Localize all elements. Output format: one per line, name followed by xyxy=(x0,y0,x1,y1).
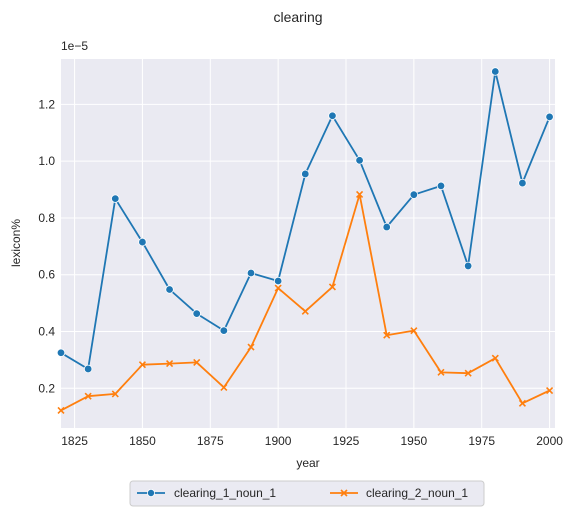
data-point xyxy=(328,111,337,120)
chart-title: clearing xyxy=(273,9,322,25)
x-tick-label: 1900 xyxy=(265,434,292,448)
x-tick-label: 1975 xyxy=(468,434,495,448)
legend-box xyxy=(129,480,485,507)
data-point xyxy=(274,284,282,292)
data-point xyxy=(301,307,309,315)
data-point xyxy=(301,169,310,179)
x-tick-label: 2000 xyxy=(536,434,563,448)
data-point xyxy=(166,360,174,368)
data-point xyxy=(111,390,119,398)
y-tick-label: 0.6 xyxy=(38,268,55,282)
data-point xyxy=(165,285,174,294)
data-point xyxy=(84,392,92,400)
y-tick-label: 0.4 xyxy=(38,324,55,338)
legend-marker-series-2 xyxy=(340,489,348,497)
data-point xyxy=(273,276,283,286)
data-point xyxy=(491,354,499,362)
data-point xyxy=(192,309,201,318)
data-point xyxy=(383,331,391,339)
y-tick-label: 0.8 xyxy=(38,211,55,225)
data-point xyxy=(410,327,418,335)
series-1 xyxy=(56,67,554,374)
y-axis-label: lexicon% xyxy=(9,219,23,267)
data-point xyxy=(436,181,446,191)
data-point xyxy=(545,112,554,122)
y-tick-label: 1.2 xyxy=(38,97,55,111)
data-point xyxy=(328,283,336,291)
data-point xyxy=(56,348,66,357)
legend-label-series-1: clearing_1_noun_1 xyxy=(174,486,276,500)
data-point xyxy=(138,361,146,369)
data-point xyxy=(518,178,527,188)
data-point xyxy=(220,383,228,391)
x-tick-label: 1925 xyxy=(333,434,360,448)
legend-label-series-2: clearing_2_noun_1 xyxy=(366,486,468,500)
data-point xyxy=(382,222,391,232)
series-2 xyxy=(57,190,554,414)
y-tick-label: 0.2 xyxy=(38,381,55,395)
data-point xyxy=(437,368,445,376)
y-scale-label: 1e−5 xyxy=(61,39,88,53)
data-point xyxy=(111,194,120,203)
data-point xyxy=(491,67,500,76)
y-tick-label: 1.0 xyxy=(38,154,55,168)
x-axis-label: year xyxy=(296,456,319,470)
data-point xyxy=(409,190,419,199)
data-point xyxy=(138,237,147,247)
data-point xyxy=(219,326,229,335)
data-point xyxy=(193,358,201,366)
data-point xyxy=(246,268,256,278)
tick-labels: 1825 1850 1875 1900 1925 1950 1975 2000 0.2 0.4 0.… xyxy=(38,97,563,448)
data-point xyxy=(463,261,473,271)
data-point xyxy=(464,369,472,377)
data-point xyxy=(355,156,364,165)
data-point xyxy=(247,343,255,351)
x-tick-label: 1850 xyxy=(129,434,156,448)
data-point xyxy=(518,399,526,407)
x-tick-label: 1950 xyxy=(401,434,428,448)
series-layer xyxy=(56,67,554,414)
data-point xyxy=(57,406,65,414)
data-point xyxy=(546,386,554,395)
x-tick-label: 1875 xyxy=(197,434,224,448)
data-point xyxy=(83,364,93,374)
data-point xyxy=(356,190,364,198)
x-tick-label: 1825 xyxy=(61,434,88,448)
legend: clearing_1_noun_1 clearing_2_noun_1 xyxy=(129,480,485,507)
legend-marker-series-1 xyxy=(146,488,155,497)
